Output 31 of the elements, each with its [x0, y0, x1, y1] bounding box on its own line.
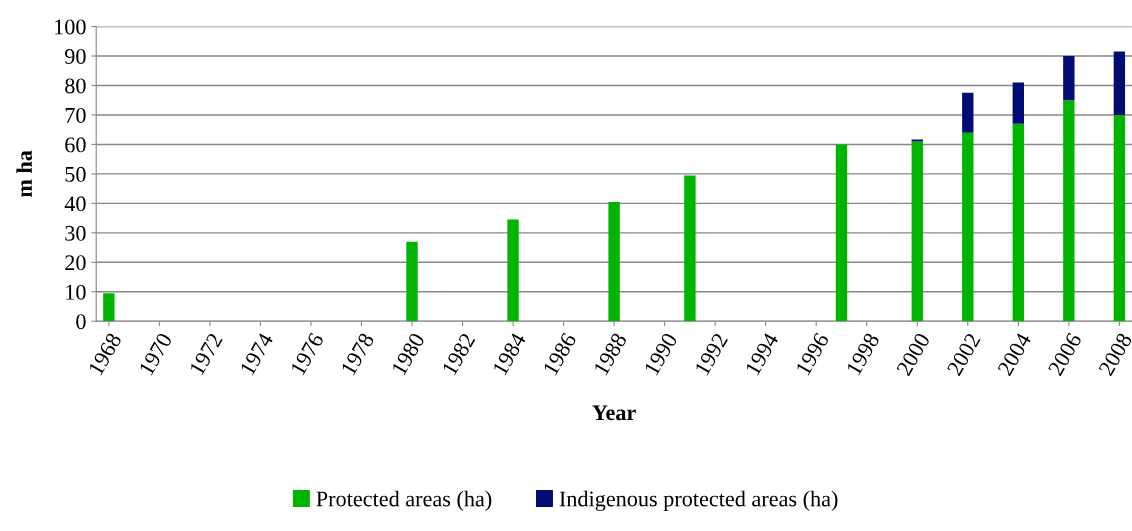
legend-label: Indigenous protected areas (ha) — [559, 490, 838, 511]
y-tick-label: 0 — [76, 314, 86, 330]
bar — [911, 141, 923, 322]
bar — [1012, 123, 1024, 322]
y-tick-label: 50 — [65, 166, 86, 182]
bar — [1063, 100, 1075, 322]
bar — [1113, 114, 1126, 322]
bar — [406, 241, 418, 322]
bar — [608, 201, 620, 322]
x-axis-title: Year — [592, 405, 636, 421]
bar — [835, 144, 848, 322]
y-tick-label: 30 — [65, 225, 86, 241]
bar — [684, 175, 696, 322]
y-tick-label: 90 — [64, 48, 86, 64]
y-tick-label: 70 — [65, 107, 86, 123]
y-tick-label: 80 — [65, 78, 86, 94]
bar — [1012, 82, 1024, 124]
bar — [103, 293, 115, 322]
bar — [911, 139, 923, 142]
y-tick-label: 10 — [66, 284, 86, 300]
y-tick-label: 100 — [55, 19, 86, 35]
y-tick-label: 20 — [65, 255, 86, 271]
y-tick-label: 40 — [64, 196, 86, 212]
legend-label: Protected areas (ha) — [316, 490, 492, 511]
y-axis-title: m ha — [16, 150, 32, 198]
bar — [1063, 56, 1075, 101]
bar — [1113, 51, 1126, 115]
bar — [962, 92, 974, 133]
y-tick-label: 60 — [65, 137, 86, 153]
bar — [962, 132, 974, 322]
bar — [507, 219, 519, 322]
